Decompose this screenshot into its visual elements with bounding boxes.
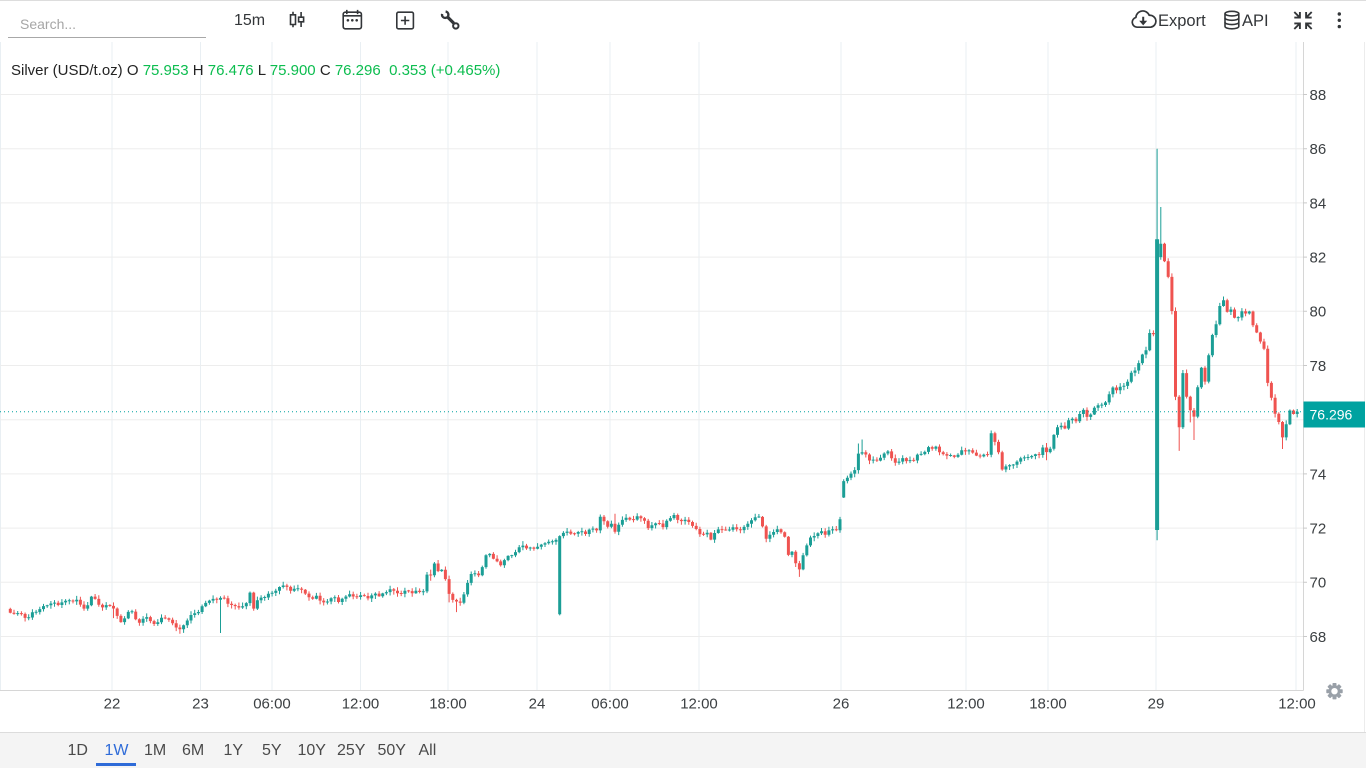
svg-text:23: 23 [192,696,209,713]
svg-text:86: 86 [1310,141,1327,158]
svg-text:70: 70 [1310,575,1327,592]
svg-text:78: 78 [1310,358,1327,375]
svg-text:12:00: 12:00 [947,696,985,713]
svg-text:18:00: 18:00 [1029,696,1067,713]
svg-text:12:00: 12:00 [680,696,718,713]
svg-text:06:00: 06:00 [253,696,291,713]
svg-text:74: 74 [1310,466,1327,483]
svg-text:88: 88 [1310,87,1327,104]
svg-text:06:00: 06:00 [591,696,629,713]
svg-text:22: 22 [104,696,121,713]
svg-text:80: 80 [1310,304,1327,321]
svg-text:72: 72 [1310,521,1327,538]
svg-text:82: 82 [1310,250,1327,267]
svg-text:84: 84 [1310,195,1327,212]
svg-text:29: 29 [1148,696,1165,713]
svg-text:24: 24 [529,696,546,713]
svg-text:68: 68 [1310,629,1327,646]
svg-text:26: 26 [833,696,850,713]
svg-text:12:00: 12:00 [1278,696,1316,713]
svg-text:76.296: 76.296 [1310,407,1353,423]
svg-text:18:00: 18:00 [429,696,467,713]
svg-text:12:00: 12:00 [342,696,380,713]
